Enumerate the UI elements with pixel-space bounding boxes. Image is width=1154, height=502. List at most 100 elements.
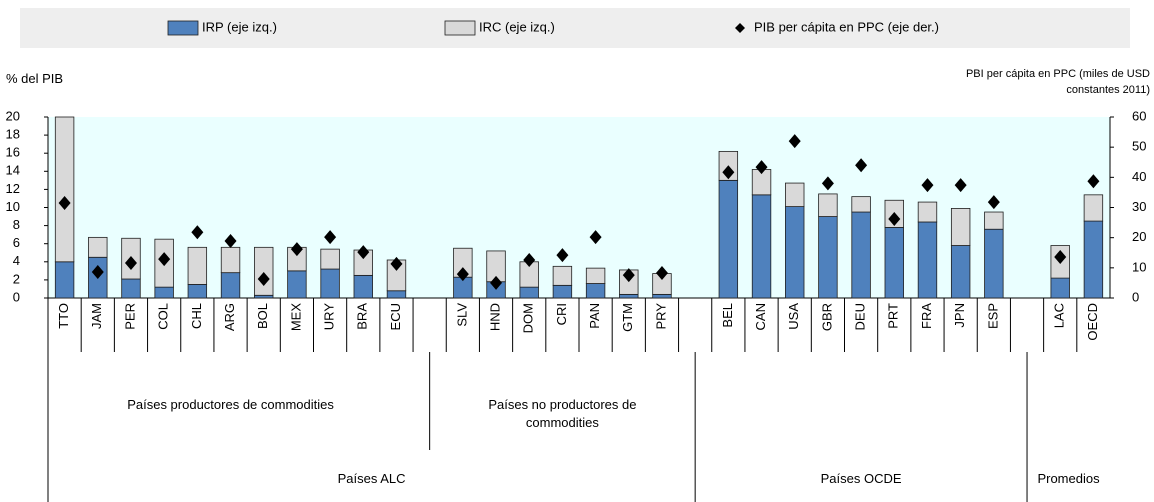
bar-segment [254, 294, 274, 299]
bar-segment [154, 286, 174, 299]
bar-segment [220, 246, 241, 274]
y2-axis-label: PBI per cápita en PPC (miles de USD cons… [965, 68, 1150, 96]
bar-segment [818, 193, 838, 217]
bar-segment [88, 236, 108, 258]
x-tick-label: COL [156, 303, 171, 330]
x-tick-label: BOL [255, 303, 270, 329]
marker [987, 195, 1000, 210]
bar-segment [552, 284, 573, 299]
y-tick-label: 0 [13, 289, 20, 304]
marker [191, 225, 204, 240]
bar-segment [320, 268, 340, 299]
y2-tick-label: 40 [1132, 169, 1146, 184]
marker [357, 245, 370, 260]
y2-tick-label: 60 [1132, 108, 1146, 123]
group-label: Países productores de commodities [127, 397, 334, 412]
group-label: Promedios [1037, 471, 1100, 486]
y-tick-label: 2 [13, 271, 20, 286]
x-tick-label: BRA [355, 303, 370, 330]
bar-segment [552, 265, 573, 286]
marker [390, 256, 403, 271]
bar-segment [121, 278, 141, 299]
marker [158, 252, 171, 267]
y2-tick-label: 30 [1132, 199, 1146, 214]
bar-segment [187, 284, 208, 299]
legend-marker [735, 23, 745, 33]
x-tick-label: JAM [89, 303, 104, 329]
marker [490, 275, 503, 290]
y-axis-label: % del PIB [6, 71, 64, 86]
plot-area [48, 117, 1110, 298]
legend-swatch [444, 20, 476, 36]
x-tick-label: JPN [952, 303, 967, 328]
bar-segment [751, 194, 772, 299]
bar-segment [187, 246, 208, 285]
bar-segment [353, 274, 373, 299]
x-tick-label: GBR [819, 303, 834, 331]
y2-tick-label: 50 [1132, 139, 1146, 154]
bar-segment [619, 293, 639, 299]
x-tick-label: ARG [222, 303, 237, 331]
x-tick-label: SLV [454, 303, 469, 327]
x-tick-label: OECD [1085, 303, 1100, 341]
marker [124, 256, 137, 271]
bar-segment [851, 211, 871, 299]
bar-segment [950, 245, 971, 299]
marker [755, 160, 768, 175]
marker [954, 178, 967, 193]
y-tick-label: 10 [6, 199, 20, 214]
marker [921, 178, 934, 193]
x-tick-label: TTO [56, 303, 71, 329]
x-tick-label: PRT [886, 303, 901, 329]
group-label: Países no productores de commodities [488, 397, 637, 430]
bar-segment [287, 270, 307, 299]
bar-segment [917, 221, 938, 299]
bar-segment [984, 228, 1004, 299]
x-tick-label: FRA [919, 303, 934, 329]
legend-band [20, 8, 1130, 48]
x-tick-label: DOM [521, 303, 536, 333]
x-tick-label: ESP [985, 303, 1000, 329]
legend-label: PIB per cápita en PPC (eje der.) [754, 19, 939, 34]
marker [556, 248, 569, 263]
bar-segment [320, 248, 340, 270]
bar-segment [254, 246, 274, 296]
bar-segment [585, 283, 606, 299]
y-tick-label: 16 [6, 145, 20, 160]
bar-segment [884, 227, 904, 299]
bar-segment [54, 261, 75, 299]
marker [456, 267, 469, 282]
bar-segment [785, 206, 805, 299]
marker [1054, 249, 1067, 264]
marker [622, 268, 635, 283]
bar-segment [585, 267, 606, 284]
x-tick-label: ECU [388, 303, 403, 330]
x-tick-label: USA [786, 303, 801, 330]
x-tick-label: PAN [587, 303, 602, 329]
bar-segment [718, 179, 739, 299]
bar-segment [1050, 277, 1070, 299]
y2-tick-label: 20 [1132, 229, 1146, 244]
x-tick-label: MEX [288, 303, 303, 332]
x-tick-label: HND [487, 303, 502, 331]
legend-swatch [167, 20, 199, 36]
y-tick-label: 8 [13, 217, 20, 232]
bar-segment [984, 211, 1004, 230]
bar-segment [54, 116, 75, 263]
y2-tick-label: 0 [1132, 289, 1139, 304]
marker [788, 134, 801, 149]
bar-segment [1083, 194, 1104, 222]
x-tick-label: GTM [620, 303, 635, 332]
bar-segment [950, 208, 971, 246]
x-tick-label: URY [322, 303, 337, 331]
marker [324, 230, 337, 245]
x-tick-label: CAN [753, 303, 768, 330]
y-tick-label: 18 [6, 127, 20, 142]
bar-segment [220, 272, 241, 299]
marker [290, 242, 303, 257]
marker [589, 230, 602, 245]
marker [821, 176, 834, 191]
x-tick-label: DEU [853, 303, 868, 330]
legend-label: IRC (eje izq.) [479, 19, 555, 34]
